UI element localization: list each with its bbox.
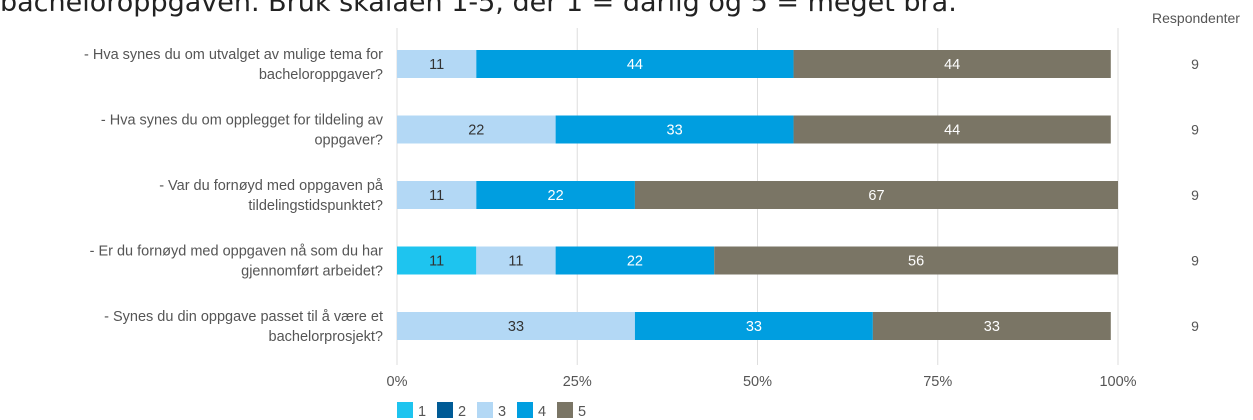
data-label: 11 — [429, 254, 444, 270]
legend-swatch-4 — [517, 402, 533, 418]
bar-segment-5 — [793, 50, 1111, 78]
legend-swatch-5 — [557, 402, 573, 418]
bar-segment-3 — [397, 181, 477, 209]
legend-label: 4 — [538, 404, 546, 420]
question-label: - Synes du din oppgave passet til å være… — [104, 309, 383, 325]
data-label: 22 — [548, 188, 564, 204]
respondents-header: Respondenter — [1152, 10, 1240, 26]
question-label: - Hva synes du om utvalget av mulige tem… — [84, 47, 383, 63]
respondent-count: 9 — [1191, 253, 1199, 269]
data-label: 33 — [746, 319, 762, 335]
data-label: 33 — [508, 319, 524, 335]
bar-segment-5 — [714, 246, 1118, 275]
question-labels: - Hva synes du om utvalget av mulige tem… — [84, 47, 384, 345]
x-tick-label: 100% — [1099, 374, 1136, 390]
data-label: 44 — [627, 57, 643, 73]
x-tick-label: 0% — [387, 374, 408, 390]
data-label: 33 — [667, 123, 683, 139]
bar-segment-4 — [476, 50, 794, 78]
question-label: bachelorprosjekt? — [269, 329, 383, 345]
question-label: gjennomført arbeidet? — [241, 264, 383, 280]
x-tick-label: 75% — [923, 374, 952, 390]
bar-segment-4 — [555, 115, 794, 144]
legend: 1 2 3 4 5 — [397, 402, 586, 420]
bar-segment-4 — [634, 312, 873, 340]
question-label: - Var du fornøyd med oppgaven på — [159, 178, 384, 194]
question-label: - Hva synes du om opplegget for tildelin… — [101, 113, 384, 129]
x-tick-label: 25% — [563, 374, 592, 390]
x-tick-label: 50% — [743, 374, 772, 390]
data-label: 56 — [908, 254, 924, 270]
data-label: 67 — [868, 188, 884, 204]
bar-segment-4 — [555, 246, 715, 275]
data-label: 22 — [468, 123, 484, 139]
respondent-count: 9 — [1191, 318, 1199, 334]
legend-label: 3 — [498, 404, 506, 420]
respondent-count: 9 — [1191, 56, 1199, 72]
bar-segment-5 — [634, 181, 1118, 209]
data-label: 11 — [508, 254, 523, 270]
question-label: - Er du fornøyd med oppgaven nå som du h… — [90, 244, 384, 260]
question-label: bacheloroppgaver? — [259, 67, 383, 83]
legend-label: 2 — [458, 404, 466, 420]
bar-segment-3 — [397, 115, 556, 144]
legend-swatch-1 — [397, 402, 413, 418]
data-label: 11 — [429, 57, 444, 73]
legend-label: 1 — [418, 404, 426, 420]
bar-segment-4 — [476, 181, 635, 209]
legend-swatch-3 — [477, 402, 493, 418]
data-label: 44 — [944, 57, 960, 73]
bar-segment-3 — [397, 50, 477, 78]
bar-segment-5 — [872, 312, 1111, 340]
data-label: 44 — [944, 123, 960, 139]
page-title: bacheloroppgaven. Bruk skalaen 1-5, der … — [0, 0, 957, 18]
legend-label: 5 — [578, 404, 586, 420]
respondent-counts: 9 9 9 9 9 — [1191, 56, 1199, 334]
data-label: 22 — [627, 254, 643, 270]
question-label: oppgaver? — [314, 133, 383, 149]
respondent-count: 9 — [1191, 187, 1199, 203]
data-label: 11 — [429, 188, 444, 204]
bar-segment-3 — [476, 246, 556, 275]
bar-segment-5 — [793, 115, 1111, 144]
data-label: 33 — [984, 319, 1000, 335]
question-label: tildelingstidspunktet? — [248, 198, 383, 214]
bar-segment-3 — [397, 312, 635, 340]
respondent-count: 9 — [1191, 122, 1199, 138]
bars: 11 44 44 22 33 44 11 22 67 11 11 22 56 33 33 33 — [397, 50, 1118, 340]
legend-swatch-2 — [437, 402, 453, 418]
bar-segment-1 — [397, 246, 477, 275]
x-axis-ticks: 0% 25% 50% 75% 100% — [387, 374, 1137, 390]
